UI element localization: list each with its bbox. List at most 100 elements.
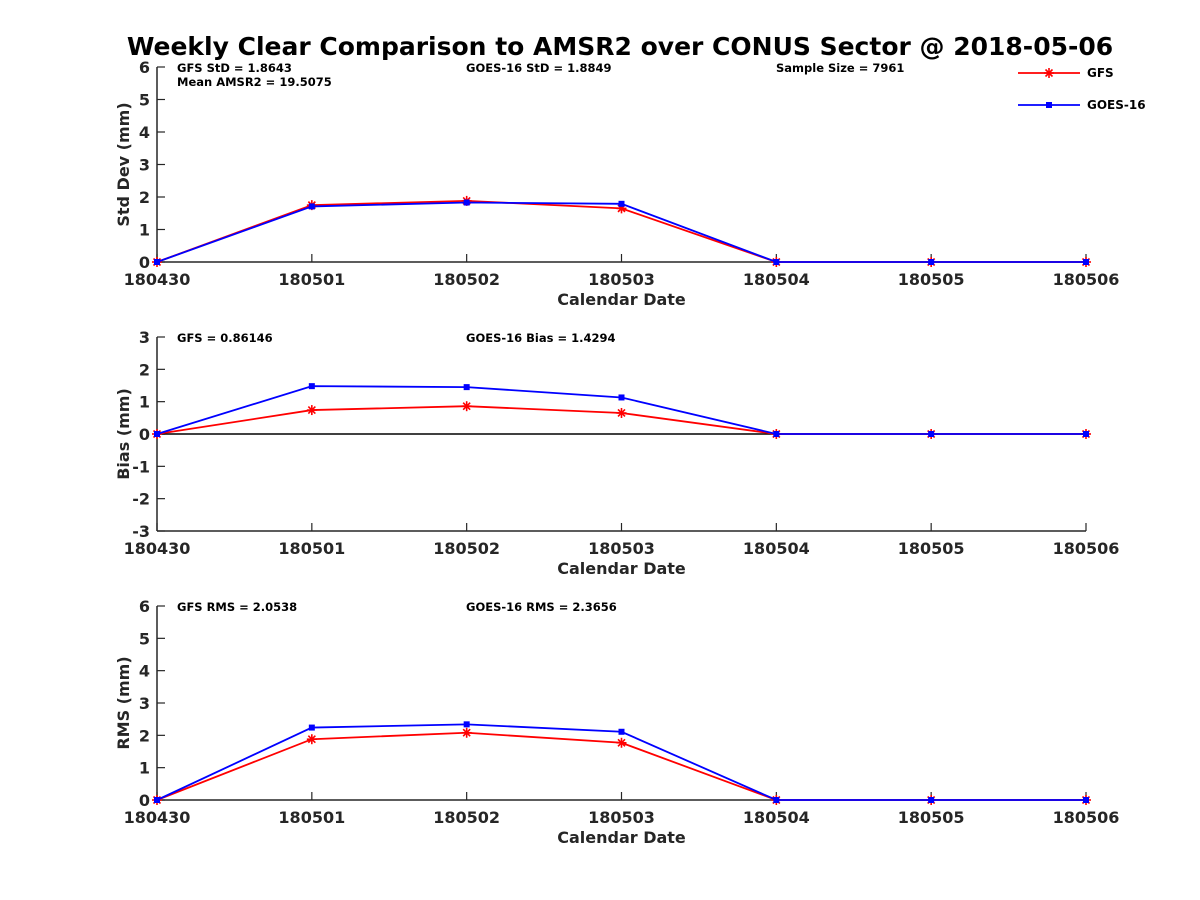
y-axis-label: Bias (mm) — [114, 388, 133, 480]
annotation: Mean AMSR2 = 19.5075 — [177, 75, 332, 89]
y-axis-label: RMS (mm) — [114, 656, 133, 749]
data-point — [618, 394, 625, 401]
y-tick-label: 5 — [139, 629, 150, 648]
annotation: Sample Size = 7961 — [776, 61, 904, 75]
x-tick-label: 180430 — [124, 808, 191, 827]
series-goes-16 — [154, 383, 1089, 437]
data-point — [773, 259, 780, 265]
annotation: GOES-16 StD = 1.8849 — [466, 61, 611, 75]
y-tick-label: 3 — [139, 156, 150, 175]
y-tick-label: 1 — [139, 759, 150, 778]
data-point — [461, 727, 472, 738]
legend-label: GOES-16 — [1087, 98, 1146, 112]
y-axis-label: Std Dev (mm) — [114, 102, 133, 226]
series-goes-16 — [154, 199, 1089, 265]
data-point — [463, 384, 470, 391]
data-point — [773, 797, 780, 803]
y-tick-label: 3 — [139, 694, 150, 713]
annotation: GFS RMS = 2.0538 — [177, 600, 297, 614]
data-point — [616, 737, 627, 748]
y-tick-label: 0 — [139, 253, 150, 272]
data-point — [1083, 431, 1089, 437]
y-tick-label: -3 — [132, 522, 150, 541]
x-tick-label: 180501 — [278, 539, 345, 558]
y-tick-label: 6 — [139, 58, 150, 77]
figure-title: Weekly Clear Comparison to AMSR2 over CO… — [127, 32, 1113, 61]
x-tick-label: 180506 — [1053, 270, 1120, 289]
data-point — [308, 203, 315, 210]
x-tick-label: 180505 — [898, 539, 965, 558]
x-tick-label: 180503 — [588, 270, 655, 289]
y-tick-label: 4 — [139, 662, 150, 681]
data-point — [306, 734, 317, 745]
x-axis-label: Calendar Date — [557, 559, 686, 578]
x-tick-label: 180503 — [588, 539, 655, 558]
annotation: GFS StD = 1.8643 — [177, 61, 292, 75]
x-tick-label: 180506 — [1053, 539, 1120, 558]
annotation: GOES-16 Bias = 1.4294 — [466, 331, 615, 345]
data-point — [1083, 259, 1089, 265]
panel-2: -3 -2 -1 0 1 2 3 180430 180501 180502 180503 180504… — [114, 328, 1119, 578]
data-point — [618, 200, 625, 207]
panels: 0 1 2 3 4 5 6 180430 180501 180502 180503 180504 180… — [114, 58, 1119, 847]
panel-3: 0 1 2 3 4 5 6 180430 180501 180502 180503 180504 180… — [114, 597, 1119, 847]
x-tick-label: 180502 — [433, 808, 500, 827]
y-tick-label: 2 — [139, 726, 150, 745]
x-tick-label: 180430 — [124, 270, 191, 289]
y-tick-label: 0 — [139, 791, 150, 810]
data-point — [773, 431, 780, 437]
data-point — [463, 199, 470, 206]
x-axis-label: Calendar Date — [557, 290, 686, 309]
series-line — [156, 723, 1086, 801]
y-tick-label: 1 — [139, 393, 150, 412]
x-tick-label: 180503 — [588, 808, 655, 827]
data-point — [1083, 797, 1089, 803]
data-point — [463, 721, 470, 728]
y-tick-label: 6 — [139, 597, 150, 616]
data-point — [461, 401, 472, 412]
y-tick-label: 1 — [139, 221, 150, 240]
legend-marker — [1046, 102, 1052, 108]
data-point — [154, 259, 160, 265]
panel-1: 0 1 2 3 4 5 6 180430 180501 180502 180503 180504 180… — [114, 58, 1119, 309]
annotation: GFS = 0.86146 — [177, 331, 273, 345]
y-tick-label: 3 — [139, 328, 150, 347]
y-tick-label: -2 — [132, 490, 150, 509]
series-goes-16 — [154, 721, 1089, 803]
data-point — [154, 431, 160, 437]
data-point — [618, 728, 625, 735]
y-tick-label: -1 — [132, 457, 150, 476]
data-point — [306, 405, 317, 416]
y-tick-label: 0 — [139, 425, 150, 444]
data-point — [928, 797, 935, 803]
data-point — [928, 259, 935, 265]
y-tick-label: 4 — [139, 123, 150, 142]
legend-entry: GFS — [1018, 66, 1114, 80]
x-axis-label: Calendar Date — [557, 828, 686, 847]
y-tick-label: 5 — [139, 91, 150, 110]
x-tick-label: 180501 — [278, 808, 345, 827]
x-tick-label: 180505 — [898, 270, 965, 289]
data-point — [308, 383, 315, 390]
annotation: GOES-16 RMS = 2.3656 — [466, 600, 617, 614]
legend: GFS GOES-16 — [1018, 66, 1146, 112]
data-point — [308, 724, 315, 731]
y-tick-label: 2 — [139, 188, 150, 207]
x-tick-label: 180506 — [1053, 808, 1120, 827]
data-point — [928, 431, 935, 437]
x-tick-label: 180505 — [898, 808, 965, 827]
x-tick-label: 180502 — [433, 270, 500, 289]
x-tick-label: 180430 — [124, 539, 191, 558]
x-tick-label: 180502 — [433, 539, 500, 558]
data-point — [616, 407, 627, 418]
x-tick-label: 180501 — [278, 270, 345, 289]
legend-marker — [1044, 68, 1054, 78]
x-tick-label: 180504 — [743, 808, 810, 827]
x-tick-label: 180504 — [743, 539, 810, 558]
y-tick-label: 2 — [139, 360, 150, 379]
data-point — [154, 797, 160, 803]
x-tick-label: 180504 — [743, 270, 810, 289]
legend-label: GFS — [1087, 66, 1114, 80]
legend-entry: GOES-16 — [1018, 98, 1146, 112]
